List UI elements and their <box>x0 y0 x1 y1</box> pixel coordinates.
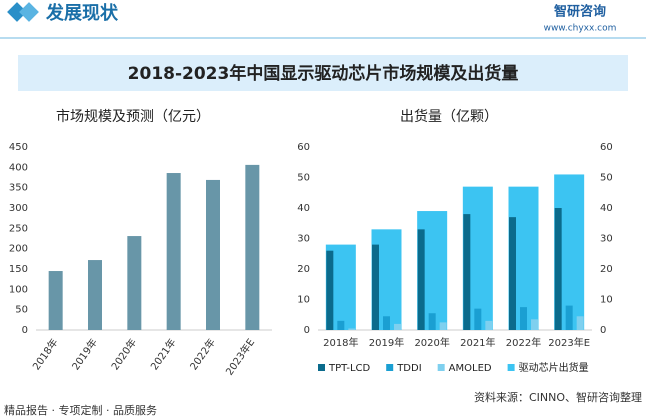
footer-bar <box>0 400 646 418</box>
y-tick-label: 50 <box>15 305 28 316</box>
bar <box>245 164 260 330</box>
bar <box>326 250 334 330</box>
bar <box>439 322 447 330</box>
x-tick-label: 2023年E <box>223 336 258 378</box>
y2-tick-label: 30 <box>600 234 613 245</box>
y-tick-label: 300 <box>9 203 28 214</box>
y-tick-label: 150 <box>9 264 28 275</box>
x-tick-label: 2019年 <box>369 336 404 349</box>
x-tick-label: 2019年 <box>69 336 100 372</box>
y-tick-label: 250 <box>9 223 28 234</box>
logo-url: www.chyxx.com <box>544 24 617 34</box>
bar <box>509 217 516 330</box>
x-tick-label: 2018年 <box>323 336 358 349</box>
y2-tick-label: 60 <box>600 142 613 153</box>
y-tick-label: 60 <box>297 142 310 153</box>
x-tick-label: 2020年 <box>108 336 139 372</box>
y-tick-label: 0 <box>304 325 310 336</box>
bar <box>48 271 63 330</box>
legend-swatch <box>386 364 394 371</box>
logo: 智研咨询 <box>554 4 606 20</box>
y-tick-label: 30 <box>297 234 310 245</box>
bar <box>417 229 425 330</box>
bar <box>383 316 390 330</box>
y-tick-label: 40 <box>297 203 310 214</box>
bar <box>337 320 345 330</box>
bar <box>474 308 482 330</box>
x-tick-label: 2021年 <box>460 336 495 349</box>
bar <box>394 323 401 330</box>
x-tick-label: 2018年 <box>30 336 61 372</box>
legend-swatch <box>437 364 445 371</box>
legend-label: TPT-LCD <box>328 363 370 374</box>
y-tick-label: 200 <box>9 244 28 255</box>
bar <box>127 236 142 330</box>
bar <box>520 307 527 330</box>
x-tick-label: 2022年 <box>506 336 541 349</box>
legend-swatch <box>507 364 515 371</box>
y-tick-label: 20 <box>297 264 310 275</box>
y-tick-label: 100 <box>9 284 28 295</box>
y-tick-label: 400 <box>9 162 28 173</box>
header-title: 发展现状 <box>45 2 119 24</box>
bar <box>428 313 436 330</box>
y-tick-label: 10 <box>297 295 310 306</box>
header-icon <box>7 2 27 22</box>
bar <box>166 173 181 330</box>
bar <box>372 244 379 330</box>
bar <box>348 328 356 330</box>
legend-swatch <box>318 364 325 371</box>
legend-label: TDDI <box>396 363 421 374</box>
y2-tick-label: 0 <box>600 325 606 336</box>
x-tick-label: 2023年E <box>548 336 590 349</box>
y-tick-label: 0 <box>22 325 28 336</box>
bar <box>88 260 102 330</box>
y2-tick-label: 50 <box>600 173 613 184</box>
y-tick-label: 450 <box>9 142 28 153</box>
y2-tick-label: 40 <box>600 203 613 214</box>
banner-title: 2018-2023年中国显示驱动芯片市场规模及出货量 <box>128 63 519 84</box>
x-tick-label: 2022年 <box>187 336 218 372</box>
bar <box>206 179 220 330</box>
footer-left: 精品报告 · 专项定制 · 品质服务 <box>4 403 157 417</box>
x-tick-label: 2021年 <box>148 336 179 372</box>
y2-tick-label: 10 <box>600 295 613 306</box>
bar <box>463 214 471 330</box>
bar <box>531 319 538 330</box>
y-tick-label: 50 <box>297 173 310 184</box>
bar <box>554 208 562 330</box>
y-tick-label: 350 <box>9 183 28 194</box>
chart-subtitle: 市场规模及预测（亿元） <box>56 108 210 125</box>
legend-label: 驱动芯片出货量 <box>519 361 589 374</box>
x-tick-label: 2020年 <box>414 336 449 349</box>
chart-subtitle: 出货量（亿颗） <box>400 108 498 125</box>
banner-bg <box>18 55 628 91</box>
footer-source: 资料来源：CINNO、智研咨询整理 <box>474 390 642 404</box>
bar <box>565 305 573 330</box>
bar <box>485 320 493 330</box>
legend-label: AMOLED <box>449 363 492 374</box>
bar <box>576 316 584 330</box>
header-bar <box>0 0 646 32</box>
y2-tick-label: 20 <box>600 264 613 275</box>
